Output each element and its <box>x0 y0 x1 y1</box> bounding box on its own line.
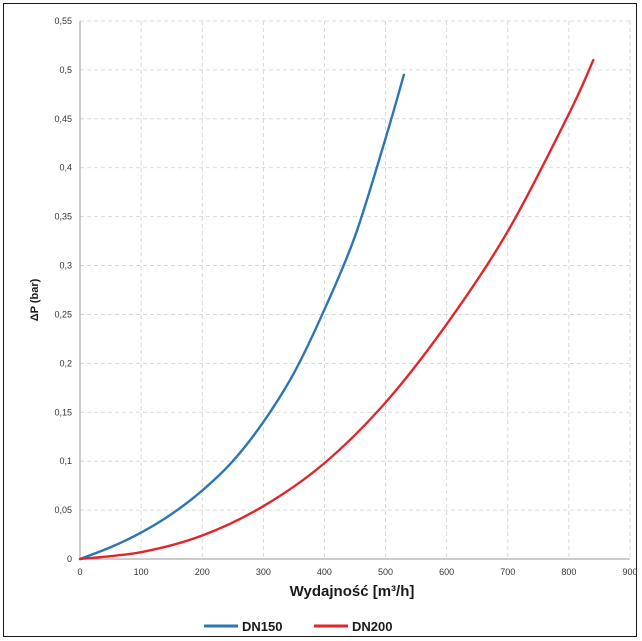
y-axis-label: ΔP (bar) <box>29 278 41 321</box>
y-tick-label: 0,25 <box>54 309 72 319</box>
x-tick-label: 200 <box>195 567 210 577</box>
legend: DN150 DN200 <box>204 619 392 634</box>
x-tick-label: 600 <box>439 567 454 577</box>
y-tick-label: 0,45 <box>54 114 72 124</box>
y-tick-label: 0,2 <box>59 358 72 368</box>
y-tick-label: 0,5 <box>59 65 72 75</box>
axes <box>79 21 630 560</box>
y-tick-label: 0,05 <box>54 505 72 515</box>
legend-label-dn150: DN150 <box>242 619 282 634</box>
y-tick-label: 0,55 <box>54 16 72 26</box>
y-tick-label: 0,15 <box>54 407 72 417</box>
y-tick-label: 0,1 <box>59 456 72 466</box>
x-tick-label: 100 <box>134 567 149 577</box>
x-tick-label: 800 <box>561 567 576 577</box>
x-axis-label: Wydajność [m³/h] <box>290 583 415 600</box>
y-tick-labels: 0 0,05 0,1 0,15 0,2 0,25 0,3 0,35 0,4 0,45 0,5 0,55 <box>54 16 72 564</box>
x-tick-label: 700 <box>500 567 515 577</box>
grid-lines <box>80 20 631 559</box>
series-line-dn150 <box>78 73 406 561</box>
x-tick-label: 400 <box>317 567 332 577</box>
legend-label-dn200: DN200 <box>352 619 392 634</box>
series-lines <box>78 58 595 561</box>
y-tick-label: 0 <box>67 554 72 564</box>
x-tick-label: 0 <box>77 567 82 577</box>
x-tick-label: 900 <box>622 567 637 577</box>
y-tick-label: 0,4 <box>59 163 72 173</box>
series-line-dn200 <box>78 58 595 561</box>
x-tick-label: 300 <box>256 567 271 577</box>
x-tick-labels: 0 100 200 300 400 500 600 700 800 900 <box>77 567 637 577</box>
y-tick-label: 0,35 <box>54 212 72 222</box>
x-tick-label: 500 <box>378 567 393 577</box>
chart-frame <box>3 3 637 637</box>
y-tick-label: 0,3 <box>59 261 72 271</box>
